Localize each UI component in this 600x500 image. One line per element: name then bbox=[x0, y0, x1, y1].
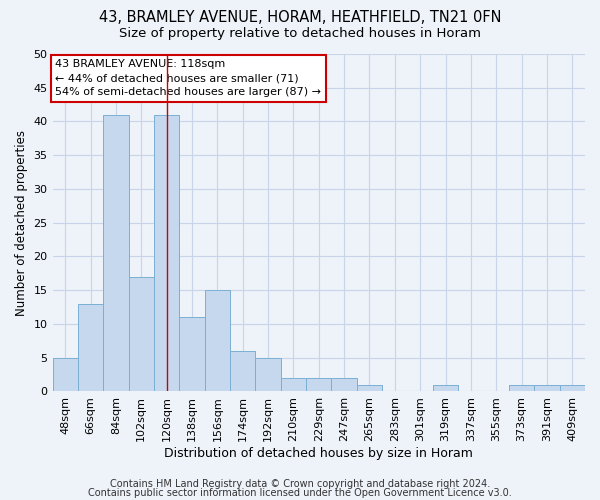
Bar bbox=[78, 304, 103, 392]
Bar bbox=[281, 378, 306, 392]
Y-axis label: Number of detached properties: Number of detached properties bbox=[15, 130, 28, 316]
X-axis label: Distribution of detached houses by size in Horam: Distribution of detached houses by size … bbox=[164, 447, 473, 460]
Bar bbox=[256, 358, 281, 392]
Bar bbox=[128, 276, 154, 392]
Bar bbox=[560, 384, 585, 392]
Bar bbox=[534, 384, 560, 392]
Text: Contains HM Land Registry data © Crown copyright and database right 2024.: Contains HM Land Registry data © Crown c… bbox=[110, 479, 490, 489]
Bar bbox=[205, 290, 230, 392]
Bar bbox=[154, 114, 179, 392]
Bar bbox=[306, 378, 331, 392]
Bar bbox=[179, 317, 205, 392]
Bar bbox=[331, 378, 357, 392]
Bar bbox=[103, 114, 128, 392]
Bar bbox=[53, 358, 78, 392]
Text: 43 BRAMLEY AVENUE: 118sqm
← 44% of detached houses are smaller (71)
54% of semi-: 43 BRAMLEY AVENUE: 118sqm ← 44% of detac… bbox=[55, 59, 321, 97]
Text: 43, BRAMLEY AVENUE, HORAM, HEATHFIELD, TN21 0FN: 43, BRAMLEY AVENUE, HORAM, HEATHFIELD, T… bbox=[99, 10, 501, 25]
Bar bbox=[357, 384, 382, 392]
Bar bbox=[433, 384, 458, 392]
Text: Size of property relative to detached houses in Horam: Size of property relative to detached ho… bbox=[119, 28, 481, 40]
Bar bbox=[509, 384, 534, 392]
Text: Contains public sector information licensed under the Open Government Licence v3: Contains public sector information licen… bbox=[88, 488, 512, 498]
Bar bbox=[230, 351, 256, 392]
